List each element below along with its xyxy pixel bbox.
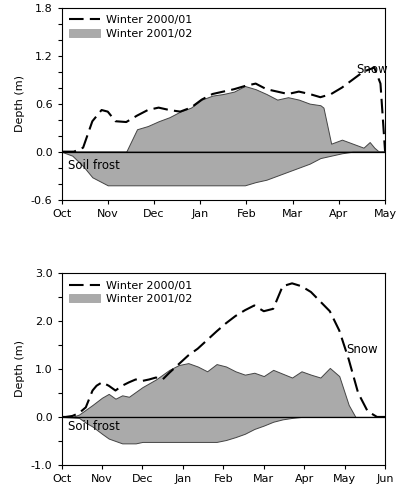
Text: Soil frost: Soil frost xyxy=(68,158,120,172)
Text: Snow: Snow xyxy=(356,62,387,76)
Y-axis label: Depth (m): Depth (m) xyxy=(15,75,25,132)
Legend: Winter 2000/01, Winter 2001/02: Winter 2000/01, Winter 2001/02 xyxy=(67,278,195,306)
Text: Snow: Snow xyxy=(346,343,378,356)
Text: Soil frost: Soil frost xyxy=(68,420,120,433)
Y-axis label: Depth (m): Depth (m) xyxy=(15,340,25,398)
Legend: Winter 2000/01, Winter 2001/02: Winter 2000/01, Winter 2001/02 xyxy=(67,13,195,41)
